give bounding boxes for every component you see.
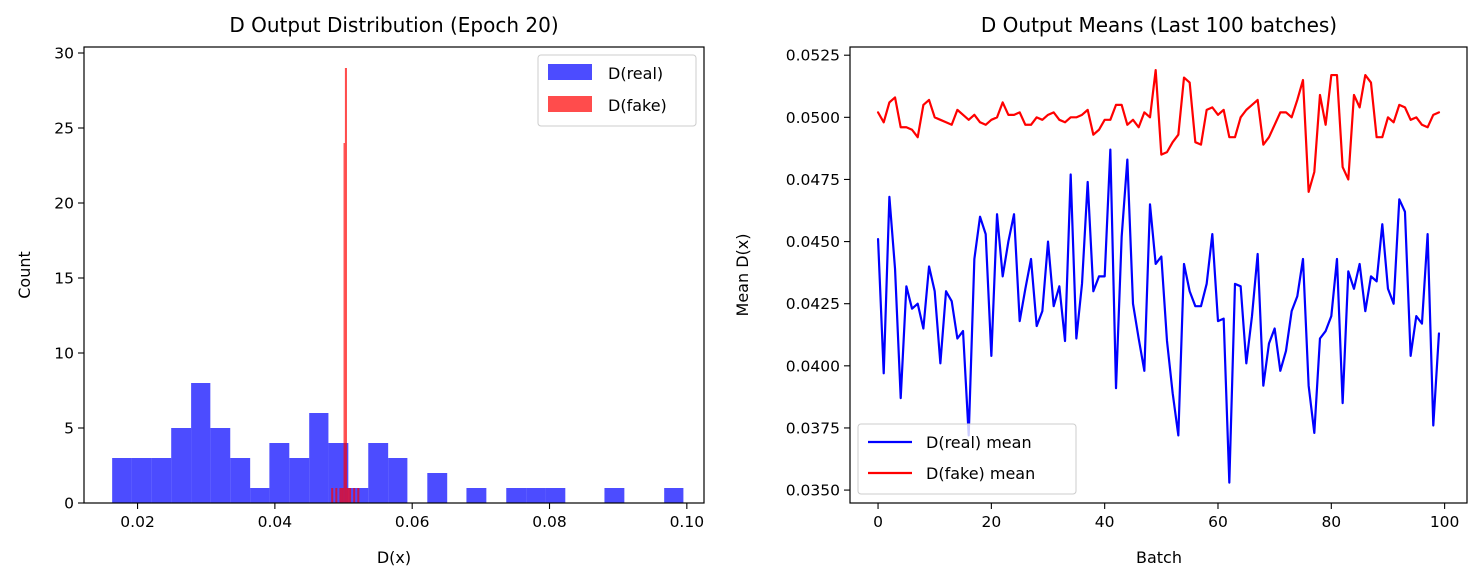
histogram-bar-real — [151, 458, 172, 503]
histogram-x-tick-label: 0.04 — [258, 513, 293, 531]
histogram-bar-real — [250, 488, 270, 503]
histogram-bar-fake — [349, 488, 352, 503]
histogram-bar-real — [664, 488, 684, 503]
line-y-tick-label: 0.0450 — [786, 233, 840, 251]
histogram-bar-fake — [344, 68, 347, 503]
histogram-title: D Output Distribution (Epoch 20) — [229, 13, 558, 37]
histogram-y-tick-label: 20 — [54, 195, 74, 213]
line-legend-frame — [857, 423, 1077, 495]
line-legend: D(real) mean D(fake) mean — [857, 423, 1077, 495]
legend-swatch-real — [548, 64, 592, 80]
histogram-y-tick-label: 25 — [54, 120, 74, 138]
histogram-bar-real — [368, 443, 389, 503]
line-y-tick-label: 0.0400 — [786, 357, 840, 375]
histogram-series-fake — [331, 68, 360, 503]
histogram-bar-real — [131, 458, 152, 503]
line-y-tick-label: 0.0425 — [786, 295, 840, 313]
line-x-tick-label: 100 — [1430, 513, 1460, 531]
histogram-bar-real — [289, 458, 310, 503]
histogram-bar-real — [604, 488, 625, 503]
histogram-bar-fake — [357, 488, 360, 503]
histogram-bars — [112, 68, 684, 503]
histogram-bar-real — [112, 458, 132, 503]
line-y-tick-label: 0.0350 — [786, 482, 840, 500]
histogram-bar-real — [191, 383, 211, 503]
histogram-y-tick-label: 10 — [54, 345, 74, 363]
line-x-tick-label: 60 — [1208, 513, 1228, 531]
line-y-ticks: 0.0350 0.0375 0.0400 0.0425 0.0450 0.0475 0.05… — [786, 47, 850, 500]
histogram-series-real — [112, 383, 684, 503]
histogram-x-label: D(x) — [377, 548, 411, 567]
histogram-bar-fake — [346, 488, 350, 503]
histogram-x-tick-label: 0.08 — [532, 513, 567, 531]
line-y-label: Mean D(x) — [733, 234, 752, 317]
line-x-tick-label: 0 — [873, 513, 883, 531]
histogram-bar-fake — [341, 488, 344, 503]
line-y-tick-label: 0.0500 — [786, 109, 840, 127]
legend-label-real-mean: D(real) mean — [926, 433, 1032, 452]
histogram-bar-real — [545, 488, 566, 503]
line-series — [876, 69, 1441, 484]
histogram-y-ticks: 0 5 10 15 20 25 30 — [54, 45, 84, 513]
histogram-y-tick-label: 0 — [64, 495, 74, 513]
histogram-bar-real — [388, 458, 408, 503]
histogram-x-tick-label: 0.02 — [120, 513, 155, 531]
histogram-x-ticks: 0.02 0.04 0.06 0.08 0.10 — [120, 503, 704, 531]
line-x-tick-label: 40 — [1095, 513, 1115, 531]
line-axes-frame — [849, 46, 1468, 504]
histogram-bar-real — [427, 473, 448, 503]
line-title: D Output Means (Last 100 batches) — [981, 13, 1337, 37]
histogram-axes-frame — [83, 46, 705, 504]
histogram-y-tick-label: 15 — [54, 270, 74, 288]
legend-label-fake: D(fake) — [608, 96, 667, 115]
line-panel: D Output Means (Last 100 batches) 0 20 40 6… — [733, 13, 1468, 567]
legend-swatch-fake — [548, 96, 592, 112]
histogram-bar-real — [506, 488, 527, 503]
histogram-bar-fake — [339, 488, 342, 503]
histogram-panel: D Output Distribution (Epoch 20) 0.02 0.0… — [15, 13, 705, 567]
line-x-ticks: 0 20 40 60 80 100 — [873, 503, 1459, 531]
line-y-tick-label: 0.0525 — [786, 47, 840, 65]
histogram-bar-real — [526, 488, 546, 503]
histogram-y-tick-label: 5 — [64, 420, 74, 438]
histogram-legend: D(real) D(fake) — [537, 54, 697, 127]
histogram-bar-fake — [335, 488, 338, 503]
line-x-tick-label: 20 — [981, 513, 1001, 531]
line-series-fake — [876, 69, 1441, 193]
line-y-tick-label: 0.0475 — [786, 171, 840, 189]
line-x-tick-label: 80 — [1321, 513, 1341, 531]
histogram-y-tick-label: 30 — [54, 45, 74, 63]
histogram-bar-real — [466, 488, 487, 503]
histogram-bar-real — [230, 458, 251, 503]
histogram-bar-fake — [343, 143, 345, 503]
line-y-tick-label: 0.0375 — [786, 419, 840, 437]
line-series-real — [876, 148, 1441, 484]
histogram-y-label: Count — [15, 251, 34, 299]
histogram-x-tick-label: 0.10 — [670, 513, 705, 531]
histogram-bar-real — [269, 443, 290, 503]
histogram-bar-real — [171, 428, 192, 503]
legend-label-real: D(real) — [608, 64, 663, 83]
histogram-bar-real — [210, 428, 231, 503]
legend-label-fake-mean: D(fake) mean — [926, 464, 1035, 483]
histogram-x-tick-label: 0.06 — [395, 513, 430, 531]
histogram-bar-fake — [353, 488, 356, 503]
histogram-bar-real — [309, 413, 329, 503]
line-x-label: Batch — [1136, 548, 1182, 567]
histogram-bar-fake — [331, 488, 334, 503]
